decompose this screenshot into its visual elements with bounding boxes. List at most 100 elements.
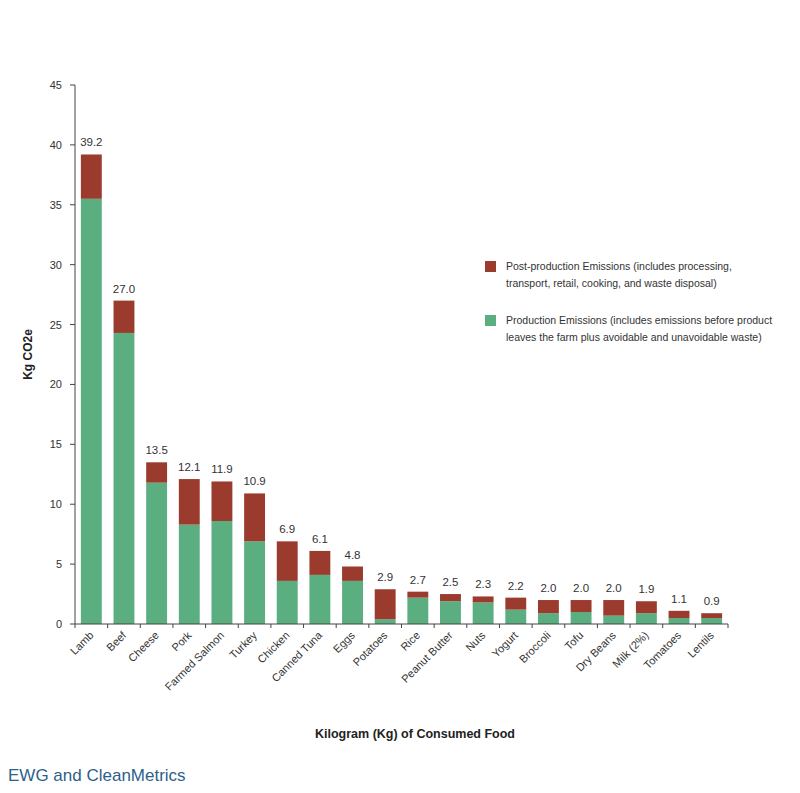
- x-tick: [532, 624, 533, 628]
- x-tick: [564, 624, 565, 628]
- x-tick: [401, 624, 402, 628]
- bar-segment: [669, 618, 690, 624]
- source: EWG and CleanMetrics: [8, 766, 186, 786]
- bar-segment: [440, 594, 461, 601]
- bar-segment: [244, 541, 265, 624]
- legend-swatch: [485, 261, 496, 272]
- x-tick: [434, 624, 435, 628]
- x-tick-label: Broccoli: [517, 629, 553, 665]
- y-tick: [70, 264, 75, 265]
- bar-segment: [277, 541, 298, 581]
- bar-segment: [342, 567, 363, 581]
- y-tick-label: 25: [50, 319, 62, 331]
- y-tick: [70, 204, 75, 205]
- x-tick: [662, 624, 663, 628]
- bar-segment: [375, 619, 396, 624]
- x-tick: [728, 624, 729, 628]
- x-tick: [597, 624, 598, 628]
- total-label: 4.8: [345, 549, 361, 561]
- bar-segment: [505, 610, 526, 624]
- bar-segment: [179, 479, 200, 525]
- y-tick-label: 15: [50, 438, 62, 450]
- y-tick: [70, 85, 75, 86]
- y-tick: [70, 324, 75, 325]
- total-label: 2.7: [410, 574, 426, 586]
- bar-segment: [309, 551, 330, 575]
- x-tick-label: Cheese: [126, 629, 161, 664]
- bar-segment: [277, 581, 298, 624]
- total-label: 2.9: [377, 571, 393, 583]
- x-tick: [695, 624, 696, 628]
- bar-segment: [701, 613, 722, 618]
- legend-label: Post-production Emissions (includes proc…: [506, 258, 777, 292]
- total-label: 2.0: [540, 582, 556, 594]
- bar-segment: [538, 600, 559, 613]
- bar-segment: [473, 602, 494, 624]
- bar-segment: [636, 601, 657, 613]
- x-tick-label: Canned Tuna: [269, 628, 325, 684]
- x-tick-label: Tofu: [562, 629, 585, 652]
- total-label: 2.2: [508, 580, 524, 592]
- y-tick-label: 10: [50, 498, 62, 510]
- x-tick-label: Rice: [398, 629, 422, 653]
- bar-segment: [146, 462, 167, 482]
- y-tick-label: 5: [56, 558, 62, 570]
- y-tick-label: 30: [50, 259, 62, 271]
- bar-segment: [603, 616, 624, 624]
- x-tick: [270, 624, 271, 628]
- legend-item: Post-production Emissions (includes proc…: [485, 258, 777, 292]
- x-tick: [140, 624, 141, 628]
- x-tick: [205, 624, 206, 628]
- bar-segment: [211, 481, 232, 521]
- bar-segment: [244, 493, 265, 541]
- bar-segment: [669, 611, 690, 618]
- bar-segment: [701, 618, 722, 624]
- x-tick-label: Potatoes: [350, 629, 390, 669]
- x-tick-label: Turkey: [227, 629, 259, 661]
- total-label: 2.0: [606, 582, 622, 594]
- bar-segment: [603, 600, 624, 616]
- x-tick-label: Nuts: [463, 629, 488, 654]
- bar-segment: [473, 596, 494, 602]
- total-label: 1.1: [671, 593, 687, 605]
- bars: [81, 154, 722, 624]
- total-label: 2.3: [475, 578, 491, 590]
- bar-segment: [538, 613, 559, 624]
- bar-segment: [407, 592, 428, 598]
- x-tick-label: Lamb: [68, 629, 96, 657]
- chart: 051015202530354045LambBeefCheesePorkFarm…: [0, 0, 800, 793]
- x-tick-label: Peanut Butter: [399, 629, 455, 685]
- x-tick: [466, 624, 467, 628]
- y-tick: [70, 504, 75, 505]
- x-tick-label: Lentils: [685, 629, 716, 660]
- x-tick: [499, 624, 500, 628]
- x-tick-label: Eggs: [331, 629, 358, 656]
- total-label: 2.5: [442, 576, 458, 588]
- total-label: 27.0: [113, 283, 135, 295]
- total-label: 1.9: [638, 583, 654, 595]
- bar-segment: [309, 575, 330, 624]
- total-label: 6.1: [312, 533, 328, 545]
- total-label: 12.1: [178, 461, 200, 473]
- bar-segment: [179, 525, 200, 624]
- y-tick: [70, 444, 75, 445]
- x-tick-label: Dry Beans: [573, 629, 618, 674]
- y-tick: [70, 564, 75, 565]
- y-tick: [70, 384, 75, 385]
- y-axis-line: [75, 85, 76, 624]
- total-label: 2.0: [573, 582, 589, 594]
- total-label: 39.2: [80, 136, 102, 148]
- total-label: 6.9: [279, 523, 295, 535]
- x-tick-label: Farmed Salmon: [163, 629, 227, 693]
- total-label: 0.9: [704, 595, 720, 607]
- bar-segment: [81, 199, 102, 624]
- bar-segment: [375, 589, 396, 619]
- x-axis-title: Kilogram (Kg) of Consumed Food: [315, 727, 515, 741]
- y-tick-label: 20: [50, 378, 62, 390]
- legend-item: Production Emissions (includes emissions…: [485, 312, 777, 346]
- x-tick: [172, 624, 173, 628]
- bar-segment: [571, 600, 592, 612]
- x-tick: [107, 624, 108, 628]
- y-tick-label: 40: [50, 139, 62, 151]
- y-tick: [70, 144, 75, 145]
